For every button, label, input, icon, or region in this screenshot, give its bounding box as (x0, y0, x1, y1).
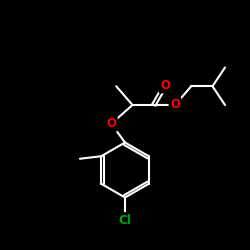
Text: O: O (106, 117, 116, 130)
Text: Cl: Cl (119, 214, 132, 226)
Text: O: O (170, 98, 180, 112)
Text: O: O (160, 79, 170, 92)
